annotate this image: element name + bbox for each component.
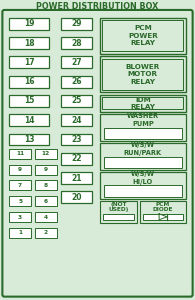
Text: W/S/W
HI/LO: W/S/W HI/LO — [131, 171, 155, 185]
Bar — [100, 95, 186, 112]
Bar — [9, 181, 31, 190]
Text: PCM
DIODE: PCM DIODE — [153, 202, 173, 212]
Bar — [9, 228, 31, 238]
Text: 27: 27 — [71, 58, 82, 67]
Bar — [60, 153, 92, 165]
Bar — [35, 196, 57, 206]
Text: 6: 6 — [44, 199, 48, 204]
Bar — [100, 172, 186, 199]
Bar — [100, 114, 186, 141]
Bar — [100, 18, 186, 54]
Bar — [35, 165, 57, 175]
Text: 7: 7 — [18, 183, 22, 188]
Text: 9: 9 — [18, 167, 22, 172]
Bar — [60, 172, 92, 184]
Text: 14: 14 — [24, 116, 34, 125]
Text: 17: 17 — [24, 58, 34, 67]
Bar — [9, 212, 31, 222]
Bar — [104, 157, 182, 168]
Text: (NOT
USED): (NOT USED) — [108, 202, 129, 212]
Bar — [9, 18, 49, 30]
Text: 12: 12 — [42, 151, 50, 156]
Text: 25: 25 — [71, 96, 82, 105]
Bar — [100, 56, 186, 92]
Bar — [35, 212, 57, 222]
Text: 3: 3 — [18, 214, 22, 220]
Bar — [102, 98, 183, 109]
Text: 26: 26 — [71, 77, 82, 86]
Bar — [9, 165, 31, 175]
Text: BLOWER
MOTOR
RELAY: BLOWER MOTOR RELAY — [126, 64, 160, 85]
Text: PCM
POWER
RELAY: PCM POWER RELAY — [128, 26, 158, 46]
Text: IDM
RELAY: IDM RELAY — [130, 97, 155, 110]
Text: 29: 29 — [71, 19, 82, 28]
Bar — [60, 56, 92, 68]
Bar — [9, 95, 49, 107]
Bar — [60, 114, 92, 126]
Bar — [60, 76, 92, 88]
Text: 15: 15 — [24, 96, 34, 105]
Bar — [143, 214, 183, 220]
Text: 22: 22 — [71, 154, 82, 163]
Text: 5: 5 — [18, 199, 22, 204]
Bar — [35, 181, 57, 190]
Bar — [140, 201, 186, 223]
Text: 16: 16 — [24, 77, 34, 86]
Text: 23: 23 — [71, 135, 82, 144]
Text: 8: 8 — [44, 183, 48, 188]
Bar — [100, 201, 137, 223]
Bar — [100, 143, 186, 170]
Bar — [102, 20, 183, 52]
FancyBboxPatch shape — [2, 10, 193, 297]
Bar — [60, 134, 92, 146]
Bar — [9, 56, 49, 68]
Text: 18: 18 — [24, 39, 34, 48]
Bar — [9, 149, 31, 159]
Bar — [60, 37, 92, 49]
Bar — [35, 228, 57, 238]
Bar — [60, 95, 92, 107]
Text: 24: 24 — [71, 116, 82, 125]
Text: 2: 2 — [44, 230, 48, 236]
Text: 21: 21 — [71, 173, 82, 182]
Bar — [104, 128, 182, 139]
Text: WASHER
PUMP: WASHER PUMP — [127, 113, 159, 127]
Text: 19: 19 — [24, 19, 34, 28]
Bar — [9, 37, 49, 49]
Bar — [103, 214, 135, 220]
Text: 4: 4 — [44, 214, 48, 220]
Bar — [60, 191, 92, 203]
Bar — [60, 18, 92, 30]
Bar — [102, 59, 183, 90]
Text: POWER DISTRIBUTION BOX: POWER DISTRIBUTION BOX — [36, 2, 159, 11]
Text: 11: 11 — [16, 151, 24, 156]
Text: 28: 28 — [71, 39, 82, 48]
Bar — [9, 114, 49, 126]
Bar — [9, 196, 31, 206]
Bar — [35, 149, 57, 159]
Bar — [104, 185, 182, 197]
Text: W/S/W
RUN/PARK: W/S/W RUN/PARK — [124, 142, 162, 156]
Text: 9: 9 — [44, 167, 48, 172]
Bar — [9, 76, 49, 88]
Text: 1: 1 — [18, 230, 22, 236]
Bar — [9, 134, 49, 146]
Text: 13: 13 — [24, 135, 34, 144]
Text: 20: 20 — [71, 193, 82, 202]
